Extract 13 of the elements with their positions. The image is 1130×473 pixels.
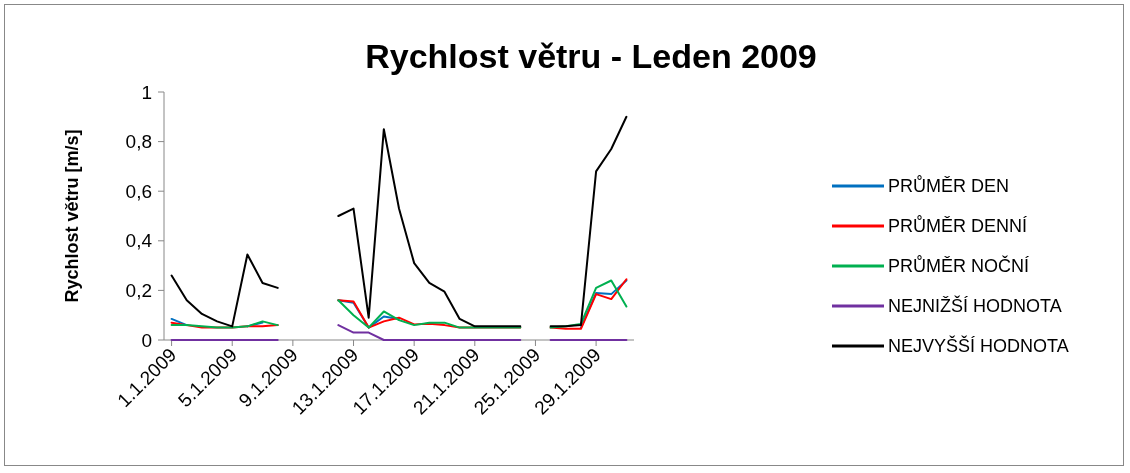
chart-title: Rychlost větru - Leden 2009: [365, 37, 817, 75]
y-tick-label: 1: [141, 81, 152, 103]
legend-label: PRŮMĚR DEN: [888, 175, 1010, 197]
y-tick-label: 0,2: [125, 280, 152, 302]
legend-label: NEJVYŠŠÍ HODNOTA: [888, 335, 1069, 357]
y-tick-label: 0,8: [125, 131, 152, 153]
legend-label: PRŮMĚR DENNÍ: [888, 215, 1028, 237]
legend-label: NEJNIŽŠÍ HODNOTA: [888, 295, 1062, 317]
y-tick-label: 0,4: [125, 230, 153, 252]
y-tick-label: 0,6: [125, 180, 152, 202]
legend-label: PRŮMĚR NOČNÍ: [888, 255, 1030, 277]
y-axis-title: Rychlost větru [m/s]: [62, 129, 82, 303]
y-tick-label: 0: [141, 329, 152, 351]
